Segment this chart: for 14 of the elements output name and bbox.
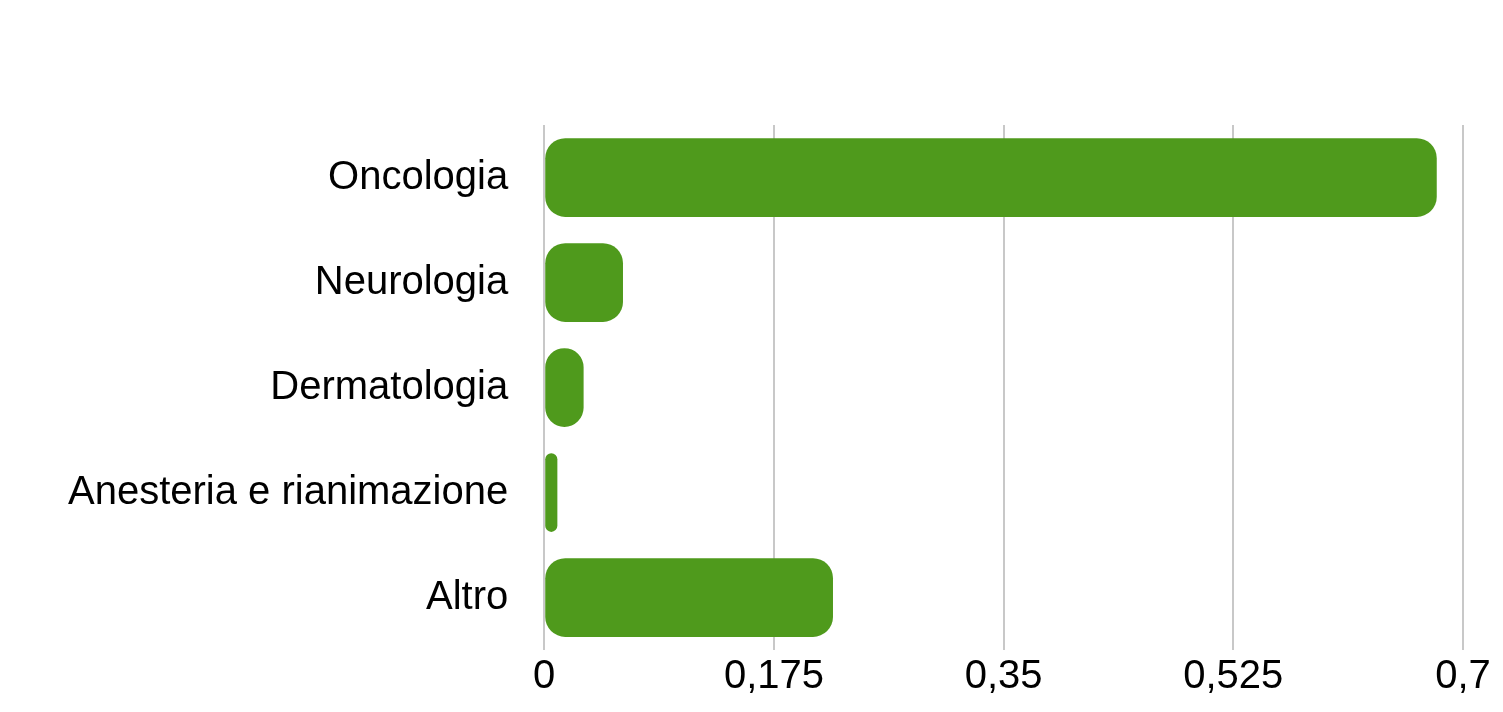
- x-tick-label: 0,525: [1183, 652, 1284, 697]
- bar: [545, 453, 558, 532]
- bar: [545, 558, 833, 637]
- bar: [545, 243, 623, 322]
- x-tick-label: 0,35: [964, 652, 1043, 697]
- x-tick-label: 0,175: [723, 652, 824, 697]
- y-tick-label: Oncologia: [328, 152, 509, 197]
- x-tick-label: 0: [533, 652, 556, 697]
- y-tick-label: Anesteria e rianimazione: [68, 467, 509, 512]
- x-tick-label: 0,7: [1435, 652, 1491, 697]
- y-tick-label: Dermatologia: [270, 362, 509, 407]
- y-tick-label: Neurologia: [314, 257, 509, 302]
- y-tick-label: Altro: [425, 572, 509, 617]
- bar: [545, 138, 1437, 217]
